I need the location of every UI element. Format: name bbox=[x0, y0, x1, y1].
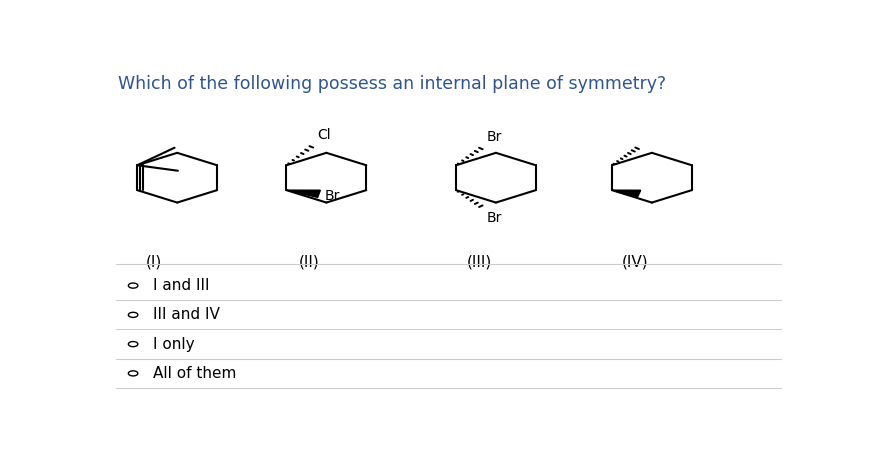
Text: Br: Br bbox=[487, 130, 502, 144]
Text: Which of the following possess an internal plane of symmetry?: Which of the following possess an intern… bbox=[117, 76, 666, 93]
Text: (III): (III) bbox=[466, 254, 492, 269]
Text: Br: Br bbox=[325, 189, 340, 203]
Text: (I): (I) bbox=[145, 254, 162, 269]
Text: (II): (II) bbox=[299, 254, 319, 269]
Text: I only: I only bbox=[153, 337, 195, 352]
Text: Br: Br bbox=[487, 210, 502, 225]
Text: (IV): (IV) bbox=[621, 254, 648, 269]
Polygon shape bbox=[612, 190, 640, 197]
Text: Cl: Cl bbox=[317, 128, 331, 142]
Text: All of them: All of them bbox=[153, 366, 237, 381]
Polygon shape bbox=[286, 190, 320, 198]
Text: I and III: I and III bbox=[153, 278, 210, 293]
Text: III and IV: III and IV bbox=[153, 307, 220, 323]
